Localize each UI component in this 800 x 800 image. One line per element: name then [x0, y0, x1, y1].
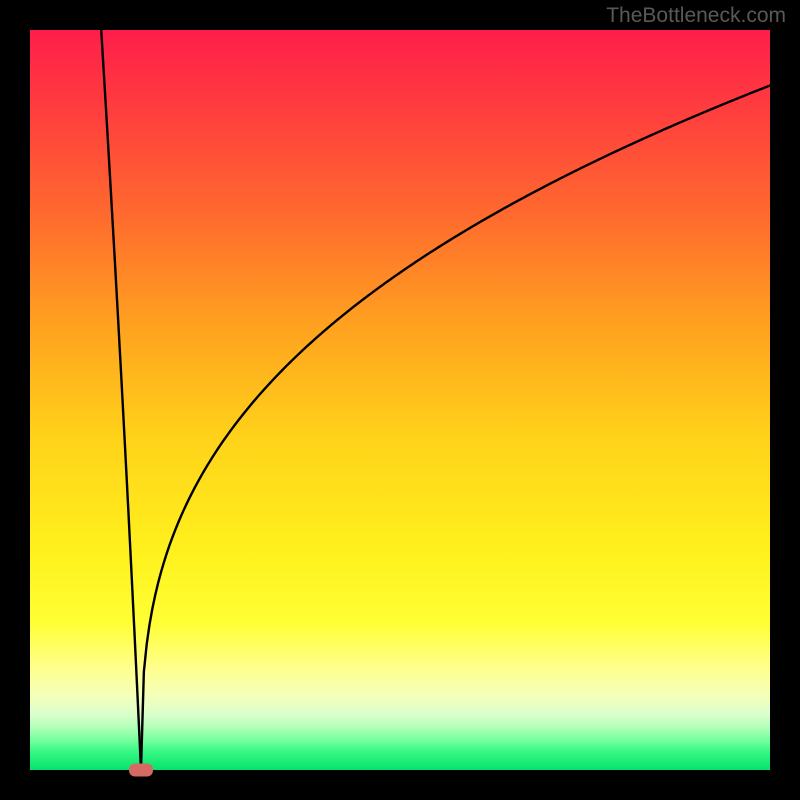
source-watermark: TheBottleneck.com — [606, 4, 786, 28]
bottleneck-chart — [0, 0, 800, 800]
gradient-background — [30, 30, 770, 770]
optimum-marker — [129, 764, 153, 777]
